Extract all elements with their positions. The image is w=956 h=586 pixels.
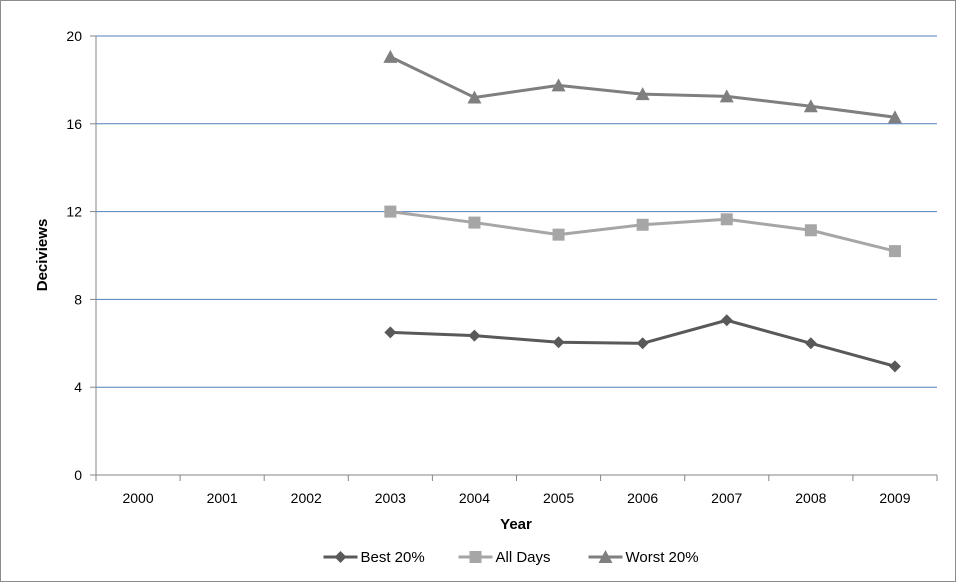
- x-tick-labels: 2000 2001 2002 2003 2004 2005 2006 2007 2008 2009: [122, 490, 910, 506]
- series-group: [383, 49, 902, 373]
- data-point-worst-20: [887, 110, 902, 124]
- y-tick-label: 16: [66, 116, 82, 132]
- data-point-worst-20: [719, 89, 734, 103]
- data-point-best-20: [552, 336, 565, 349]
- x-tick-label: 2001: [207, 490, 238, 506]
- data-point-worst-20: [551, 78, 566, 92]
- y-tick-label: 8: [74, 291, 82, 307]
- x-axis-title: Year: [500, 516, 532, 533]
- x-tick-label: 2002: [291, 490, 322, 506]
- legend-entry-all-days: All Days: [458, 549, 551, 566]
- data-point-best-20: [804, 337, 817, 350]
- data-point-worst-20: [383, 49, 398, 63]
- data-point-all-days: [888, 245, 901, 258]
- y-tick-label: 12: [66, 204, 82, 220]
- series-worst-20: [383, 49, 902, 124]
- data-point-best-20: [636, 337, 649, 350]
- axes: [90, 35, 938, 481]
- data-point-all-days: [636, 218, 649, 231]
- legend-marker-best-20: [334, 551, 347, 563]
- legend-marker-all-days: [469, 551, 482, 563]
- data-point-worst-20: [635, 87, 650, 101]
- data-point-best-20: [468, 329, 481, 342]
- data-point-best-20: [384, 326, 397, 339]
- x-tick-label: 2009: [879, 490, 910, 506]
- legend-label-best-20: Best 20%: [361, 549, 425, 566]
- gridlines: [96, 35, 937, 388]
- y-axis-title: Deciviews: [34, 219, 51, 292]
- x-tick-label: 2008: [795, 490, 826, 506]
- series-line-worst-20: [389, 55, 896, 119]
- series-all-days: [384, 205, 901, 258]
- legend: Best 20% All Days Worst 20%: [323, 549, 699, 566]
- legend-label-worst-20: Worst 20%: [626, 549, 699, 566]
- data-point-all-days: [804, 224, 817, 237]
- data-point-all-days: [384, 205, 397, 218]
- x-tick-label: 2006: [627, 490, 658, 506]
- data-point-all-days: [720, 213, 733, 226]
- data-point-worst-20: [803, 99, 818, 113]
- x-tick-label: 2007: [711, 490, 742, 506]
- legend-entry-best-20: Best 20%: [323, 549, 425, 566]
- data-point-worst-20: [467, 90, 482, 104]
- y-tick-label: 20: [66, 28, 82, 44]
- legend-label-all-days: All Days: [496, 549, 551, 566]
- x-tick-label: 2004: [459, 490, 490, 506]
- data-point-all-days: [468, 216, 481, 229]
- data-point-all-days: [552, 228, 565, 241]
- series-best-20: [384, 314, 901, 373]
- y-tick-label: 4: [74, 379, 82, 395]
- x-tick-label: 2003: [375, 490, 406, 506]
- data-point-best-20: [720, 314, 733, 327]
- x-tick-label: 2005: [543, 490, 574, 506]
- series-line-all-days: [390, 210, 896, 253]
- y-tick-labels: 0 4 8 12 16 20: [66, 28, 82, 483]
- x-tick-label: 2000: [122, 490, 153, 506]
- data-point-best-20: [888, 360, 901, 373]
- legend-entry-worst-20: Worst 20%: [588, 549, 699, 566]
- y-tick-label: 0: [74, 467, 82, 483]
- legend-marker-worst-20: [598, 550, 613, 563]
